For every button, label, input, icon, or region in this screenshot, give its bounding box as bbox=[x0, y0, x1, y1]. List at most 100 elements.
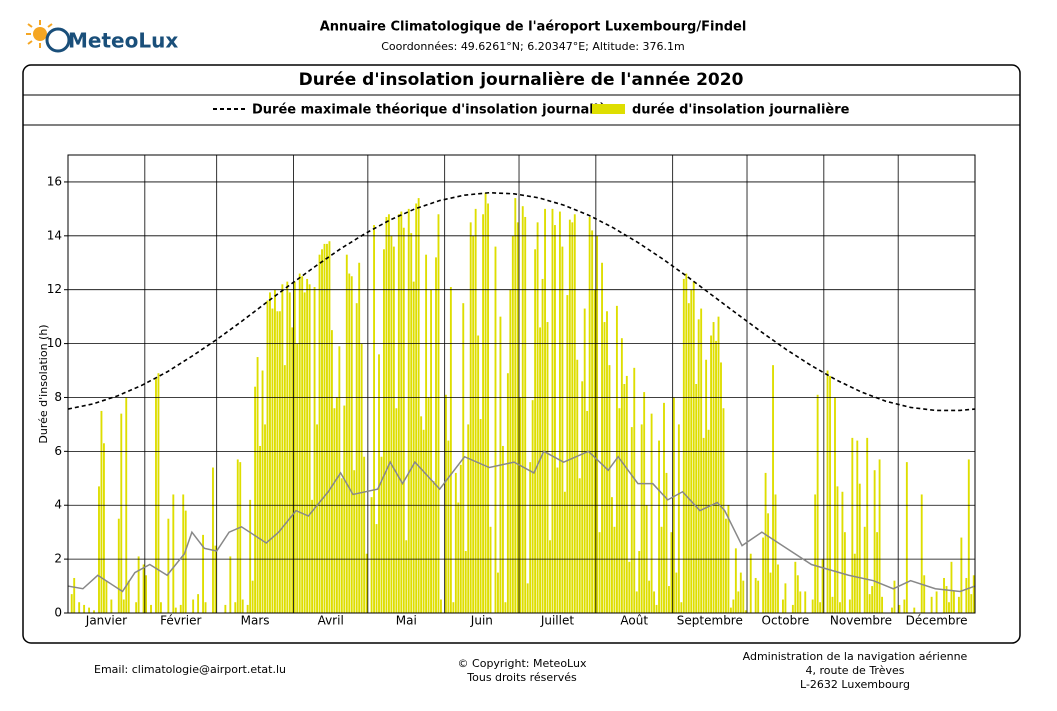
bar bbox=[554, 225, 556, 613]
bar bbox=[749, 553, 752, 613]
bar bbox=[402, 227, 405, 613]
logo: MeteoLux bbox=[26, 20, 178, 53]
bar bbox=[720, 362, 722, 613]
bar bbox=[306, 278, 309, 613]
bar bbox=[316, 424, 318, 613]
bar bbox=[697, 319, 700, 613]
bar bbox=[549, 540, 551, 613]
y-axis-label: Durée d'insolation (h) bbox=[37, 324, 50, 443]
bar bbox=[814, 494, 817, 613]
bar bbox=[487, 203, 489, 613]
bar bbox=[811, 599, 814, 613]
header-subtitle: Coordonnées: 49.6261°N; 6.20347°E; Altit… bbox=[381, 40, 685, 53]
bar bbox=[70, 594, 73, 613]
bar bbox=[821, 559, 824, 613]
bar bbox=[472, 235, 475, 613]
bar bbox=[504, 602, 507, 613]
x-tick-label: Juillet bbox=[540, 614, 575, 628]
bar bbox=[497, 572, 499, 613]
bar bbox=[588, 216, 591, 613]
bar bbox=[145, 575, 148, 613]
bar bbox=[159, 602, 162, 613]
bar bbox=[868, 594, 871, 613]
bar bbox=[576, 359, 579, 613]
y-tick-label: 0 bbox=[54, 606, 62, 620]
bar bbox=[536, 222, 539, 613]
bar bbox=[967, 459, 970, 613]
bar bbox=[293, 281, 296, 613]
bar bbox=[960, 537, 963, 613]
bar bbox=[930, 596, 933, 613]
bar bbox=[948, 602, 950, 613]
bar bbox=[608, 365, 611, 613]
bar bbox=[613, 526, 616, 613]
bar bbox=[620, 338, 623, 613]
x-tick-label: Février bbox=[160, 614, 201, 628]
bar bbox=[630, 427, 633, 613]
bar bbox=[78, 602, 81, 613]
bar bbox=[167, 518, 170, 613]
bar bbox=[239, 462, 242, 613]
bar bbox=[829, 375, 831, 613]
bar bbox=[633, 367, 636, 613]
bar bbox=[313, 287, 316, 613]
bar bbox=[236, 459, 239, 613]
bar bbox=[256, 357, 259, 613]
bar bbox=[415, 203, 418, 613]
bar bbox=[920, 494, 923, 613]
bar bbox=[202, 534, 204, 613]
bar bbox=[291, 327, 294, 613]
bar bbox=[283, 365, 286, 613]
bar bbox=[137, 556, 140, 613]
bar bbox=[516, 222, 519, 613]
header-title: Annuaire Climatologique de l'aéroport Lu… bbox=[320, 20, 747, 35]
bar bbox=[370, 497, 373, 613]
bar bbox=[387, 214, 390, 614]
bar bbox=[891, 607, 893, 613]
bar bbox=[700, 308, 703, 613]
x-tick-label: Octobre bbox=[762, 614, 810, 628]
x-tick-label: Mars bbox=[241, 614, 270, 628]
y-tick-label: 12 bbox=[47, 282, 62, 296]
bar bbox=[772, 365, 774, 613]
bar bbox=[826, 370, 829, 613]
bar bbox=[360, 343, 363, 613]
bar bbox=[323, 243, 326, 613]
bar bbox=[578, 478, 581, 613]
bar bbox=[677, 424, 680, 613]
bar bbox=[93, 610, 95, 613]
bar bbox=[796, 575, 799, 613]
legend-label: durée d'insolation journalière bbox=[632, 103, 850, 118]
bar bbox=[640, 424, 643, 613]
bar bbox=[100, 410, 103, 613]
bar bbox=[474, 208, 477, 613]
logo-text: MeteoLux bbox=[68, 29, 178, 53]
bar bbox=[717, 316, 720, 613]
bar bbox=[353, 470, 356, 613]
bar bbox=[764, 472, 767, 613]
max-line bbox=[67, 191, 976, 412]
bar bbox=[950, 561, 953, 613]
bar bbox=[348, 273, 351, 613]
bar bbox=[836, 486, 839, 613]
bar bbox=[556, 467, 559, 613]
bar bbox=[174, 607, 177, 613]
bar bbox=[412, 281, 415, 613]
bar bbox=[241, 599, 244, 613]
bar bbox=[653, 591, 656, 613]
bar bbox=[122, 599, 125, 613]
bar bbox=[229, 556, 232, 613]
bar bbox=[737, 591, 740, 613]
bar bbox=[566, 295, 569, 613]
bar bbox=[135, 602, 138, 613]
bar bbox=[249, 499, 252, 613]
bar bbox=[440, 599, 442, 613]
bar bbox=[397, 214, 400, 614]
bar bbox=[851, 437, 854, 613]
bar bbox=[298, 273, 301, 613]
bar bbox=[392, 246, 395, 613]
bar bbox=[878, 459, 881, 613]
bar bbox=[321, 249, 323, 613]
legend-swatch bbox=[592, 104, 625, 114]
footer-address: L-2632 Luxembourg bbox=[800, 678, 910, 691]
